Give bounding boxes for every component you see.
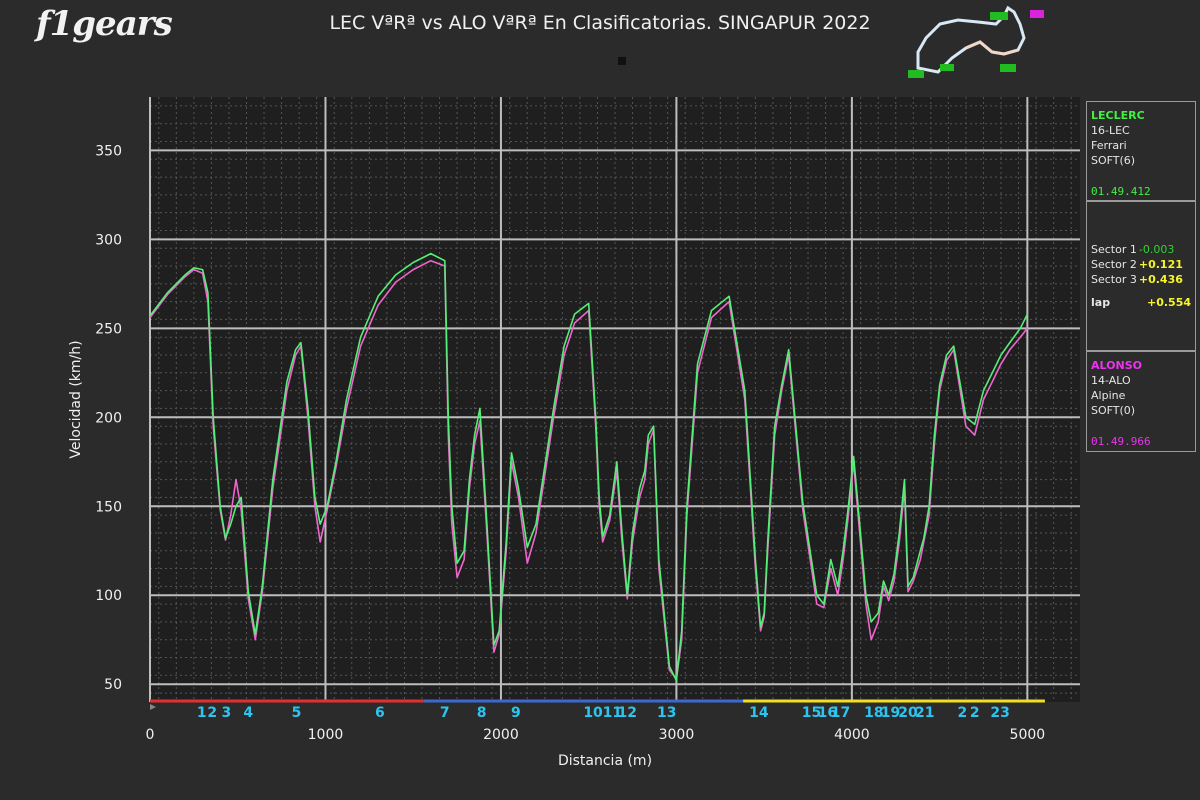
- track-map-marker: [940, 64, 954, 71]
- y-axis-label: Velocidad (km/h): [68, 340, 84, 458]
- turn-label: 18: [864, 705, 883, 721]
- y-tick-label: 300: [95, 232, 122, 248]
- lap-delta: +0.554: [1146, 296, 1191, 309]
- turn-label: 3: [221, 705, 231, 721]
- track-map-marker: [1000, 64, 1016, 72]
- track-map: [908, 5, 1044, 78]
- f1gears-logo: f1gears: [36, 4, 173, 44]
- turn-label: 2: [958, 705, 968, 721]
- y-tick-label: 200: [95, 410, 122, 426]
- turn-label: 6: [375, 705, 385, 721]
- driver-team: Alpine: [1091, 389, 1126, 402]
- x-axis-label: Distancia (m): [558, 753, 652, 769]
- turn-label: 7: [440, 705, 450, 721]
- turn-label: 2: [970, 705, 980, 721]
- y-tick-label: 150: [95, 499, 122, 515]
- sector3-label: Sector 3: [1091, 273, 1137, 286]
- series-line-leclerc: [149, 252, 1029, 682]
- sector2-label: Sector 2: [1091, 258, 1137, 271]
- turn-label: 2: [207, 705, 217, 721]
- track-map-marker: [908, 70, 924, 78]
- track-map-sector: [965, 40, 1019, 56]
- turn-label: 19: [881, 705, 900, 721]
- turn-label: 5: [292, 705, 302, 721]
- turn-label: 9: [511, 705, 521, 721]
- turn-label: 23: [990, 705, 1009, 721]
- turn-label: 21: [915, 705, 934, 721]
- leclerc-panel: LECLERC 16-LEC Ferrari SOFT(6) 01.49.412: [1086, 101, 1196, 201]
- chart-title: LEC VªRª vs ALO VªRª En Clasificatorias.…: [329, 12, 871, 34]
- turn-label: 4: [243, 705, 253, 721]
- turn-label: 10: [583, 705, 603, 721]
- driver-name: ALONSO: [1091, 359, 1142, 372]
- sector2-row: Sector 2 +0.121: [1091, 257, 1191, 272]
- turn-label: 15: [802, 705, 821, 721]
- x-tick-label: 2000: [483, 727, 519, 743]
- x-tick-label: 1000: [308, 727, 344, 743]
- driver-name: LECLERC: [1091, 109, 1145, 122]
- sector1-delta: -0.003: [1138, 243, 1175, 256]
- driver-tyre: SOFT(0): [1091, 404, 1136, 417]
- driver-team: Ferrari: [1091, 139, 1127, 152]
- turn-label: 11: [603, 705, 622, 721]
- start-marker: [150, 704, 156, 710]
- delta-panel: Sector 1 -0.003 Sector 2 +0.121 Sector 3…: [1086, 201, 1196, 351]
- track-map-marker: [990, 12, 1008, 20]
- x-tick-label: 5000: [1010, 727, 1046, 743]
- turn-label: 1: [197, 705, 207, 721]
- turn-label: 16: [818, 705, 837, 721]
- sector3-row: Sector 3 +0.436: [1091, 272, 1191, 287]
- driver-code: 14-ALO: [1091, 374, 1131, 387]
- turn-label: 8: [477, 705, 487, 721]
- sector1-row: Sector 1 -0.003: [1091, 242, 1191, 257]
- alonso-panel: ALONSO 14-ALO Alpine SOFT(0) 01.49.966: [1086, 351, 1196, 452]
- x-tick-label: 4000: [834, 727, 870, 743]
- turn-label: 13: [657, 705, 676, 721]
- turn-label: 17: [831, 705, 850, 721]
- lap-time: 01.49.966: [1091, 435, 1151, 448]
- turn-label: 20: [898, 705, 918, 721]
- x-tick-label: 3000: [659, 727, 695, 743]
- legend-marker: [618, 57, 626, 65]
- lap-label: lap: [1091, 296, 1111, 309]
- lap-row: lap +0.554: [1091, 295, 1191, 310]
- y-tick-label: 50: [104, 677, 122, 693]
- turn-label: 14: [749, 705, 769, 721]
- sector3-delta: +0.436: [1138, 273, 1183, 286]
- sector1-label: Sector 1: [1091, 243, 1137, 256]
- y-tick-label: 100: [95, 588, 122, 604]
- driver-tyre: SOFT(6): [1091, 154, 1136, 167]
- driver-code: 16-LEC: [1091, 124, 1130, 137]
- x-tick-label: 0: [146, 727, 155, 743]
- y-tick-label: 250: [95, 321, 122, 337]
- track-map-marker: [1030, 10, 1044, 18]
- sector2-delta: +0.121: [1138, 258, 1183, 271]
- turn-label: 12: [618, 705, 637, 721]
- lap-time: 01.49.412: [1091, 185, 1151, 198]
- y-tick-label: 350: [95, 143, 122, 159]
